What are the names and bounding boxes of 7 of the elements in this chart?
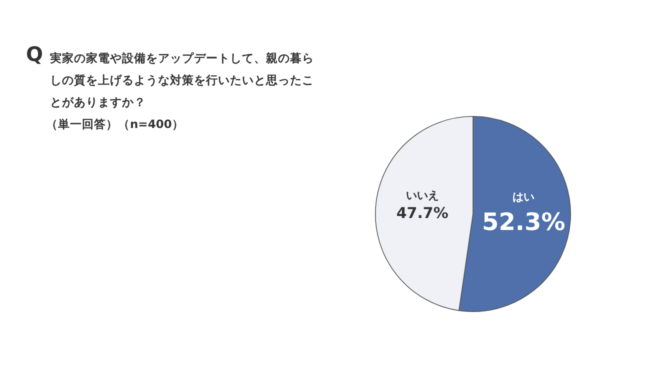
text: Q bbox=[26, 42, 44, 66]
data-label: 47.7% bbox=[396, 204, 448, 222]
data-label: 52.3% bbox=[482, 208, 566, 236]
slice-label: いいえ bbox=[406, 189, 439, 202]
text: 実家の家電や設備をアップデートして、親の暮らしの質を上げるような対策を行いたいと思ったことがありますか？ bbox=[50, 51, 314, 109]
slice-label: はい bbox=[512, 190, 535, 204]
text: （単一回答）（n=400） bbox=[46, 116, 185, 133]
